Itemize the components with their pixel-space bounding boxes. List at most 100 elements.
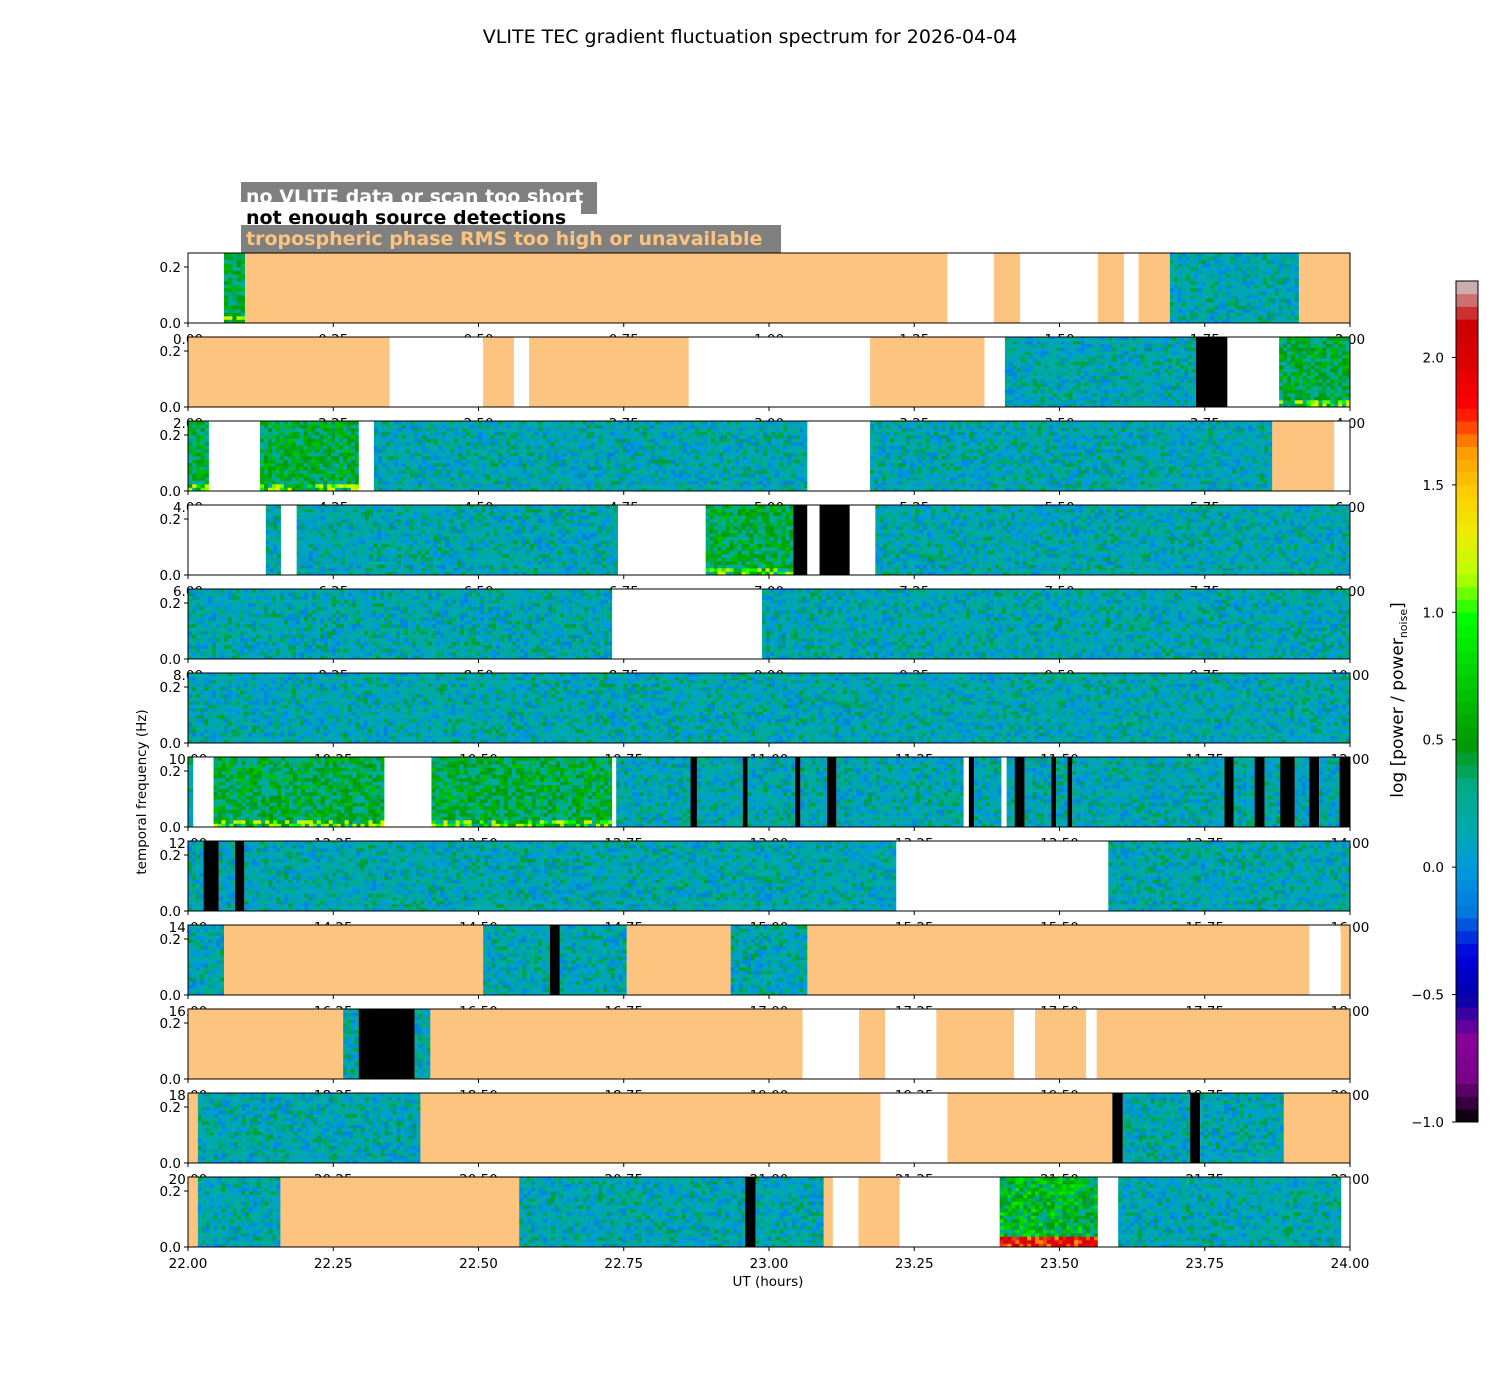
segment-black	[968, 757, 975, 827]
segment-black	[742, 757, 748, 827]
segment-black	[235, 841, 245, 911]
legend-box-tropo	[241, 225, 781, 253]
segment-nodata	[849, 505, 876, 575]
colorbar-band	[1456, 739, 1478, 753]
segment-tropo	[188, 1093, 198, 1163]
segment-spectrum	[1294, 757, 1310, 828]
segment-black	[358, 1009, 415, 1079]
segment-black	[1014, 757, 1025, 827]
panel-3: 0.00.24.004.254.504.755.005.255.505.756.…	[160, 420, 1365, 516]
segment-spectrum	[1108, 841, 1351, 912]
segment-spectrum	[188, 841, 204, 912]
panel-5: 0.00.28.008.258.508.759.009.259.509.7510…	[160, 588, 1369, 684]
colorbar-band	[1456, 676, 1478, 690]
segment-spectrum	[705, 505, 794, 576]
segment-tropo	[280, 1177, 520, 1247]
colorbar-band	[1456, 1096, 1478, 1110]
segment-nodata	[688, 337, 871, 407]
colorbar-tick-label: 1.5	[1423, 478, 1444, 494]
colorbar-band	[1456, 523, 1478, 537]
segment-spectrum	[616, 757, 691, 828]
segment-spectrum	[730, 925, 808, 996]
colorbar-tick-label: 2.0	[1423, 350, 1444, 366]
y-tick-label: 0.2	[160, 596, 181, 612]
segment-nodata	[208, 421, 261, 491]
segment-spectrum	[974, 757, 1002, 828]
segment-spectrum	[373, 421, 808, 492]
segment-tropo	[529, 337, 689, 407]
panel-4: 0.00.26.006.256.506.757.007.257.507.758.…	[160, 504, 1365, 600]
colorbar-band	[1456, 905, 1478, 919]
colorbar-band	[1456, 956, 1478, 970]
panel-1: 0.00.20.000.250.500.751.001.251.501.752.…	[160, 252, 1365, 348]
segment-spectrum	[1004, 337, 1197, 408]
segment-black	[793, 505, 808, 575]
colorbar-label: log [power / powernoise]	[1388, 602, 1410, 797]
segment-nodata	[1014, 1009, 1036, 1079]
segment-black	[795, 757, 801, 827]
colorbar-band	[1456, 981, 1478, 995]
colorbar-band	[1456, 930, 1478, 944]
segment-spectrum	[1024, 757, 1052, 828]
colorbar: 2.0 1.5 1.0 0.5 0.0 −0.5 −1.0	[1411, 280, 1479, 1131]
y-tick-label: 0.2	[160, 848, 181, 864]
segment-tropo	[188, 337, 390, 407]
colorbar-band	[1456, 408, 1478, 422]
segment-tropo	[1298, 253, 1350, 323]
segment-nodata	[612, 589, 763, 659]
segment-spectrum	[265, 505, 282, 576]
y-tick-label: 0.0	[160, 652, 181, 668]
colorbar-band	[1456, 1020, 1478, 1034]
segment-spectrum	[1122, 1093, 1191, 1164]
colorbar-band	[1456, 625, 1478, 639]
x-tick-label: 22.50	[459, 1256, 498, 1272]
segment-spectrum	[762, 589, 1351, 660]
segment-spectrum	[431, 757, 613, 828]
colorbar-tick-label: 0.5	[1423, 733, 1444, 749]
segment-black	[1067, 757, 1073, 827]
y-tick-label: 0.2	[160, 764, 181, 780]
segment-spectrum	[483, 925, 551, 996]
y-tick-label: 0.0	[160, 568, 181, 584]
colorbar-frame	[1455, 280, 1479, 1123]
segment-tropo	[1272, 421, 1335, 491]
segment-spectrum	[260, 421, 360, 492]
x-tick-label: 22.00	[169, 1256, 208, 1272]
segment-spectrum	[197, 1093, 421, 1164]
legend-label-detections: not enough source detections	[246, 207, 566, 229]
colorbar-band	[1456, 1045, 1478, 1059]
segment-spectrum	[244, 841, 897, 912]
y-tick-label: 0.2	[160, 1100, 181, 1116]
segment-nodata	[1019, 253, 1098, 323]
colorbar-band	[1456, 331, 1478, 346]
colorbar-band	[1456, 841, 1478, 855]
segment-black	[1339, 757, 1350, 827]
y-tick-label: 0.0	[160, 1240, 181, 1256]
segment-spectrum	[1169, 253, 1300, 324]
colorbar-band	[1456, 969, 1478, 983]
segment-tropo	[993, 253, 1020, 323]
segment-nodata	[984, 337, 1005, 407]
colorbar-band	[1456, 828, 1478, 843]
segment-nodata	[1097, 1177, 1119, 1247]
segment-nodata	[947, 253, 994, 323]
colorbar-band	[1456, 790, 1478, 804]
y-tick-label: 0.0	[160, 736, 181, 752]
colorbar-band	[1456, 854, 1478, 868]
panel-2: 0.00.22.002.252.502.753.003.253.503.754.…	[160, 336, 1365, 432]
panel-7: 0.00.212.0012.2512.5012.7513.0013.2513.5…	[160, 756, 1369, 852]
segment-nodata	[1334, 421, 1350, 491]
segment-black	[827, 757, 837, 827]
colorbar-band	[1456, 1071, 1478, 1085]
y-tick-label: 0.2	[160, 512, 181, 528]
colorbar-band	[1456, 319, 1478, 333]
segment-tropo	[1035, 1009, 1087, 1079]
segment-nodata	[1123, 253, 1139, 323]
segment-tropo	[1283, 1093, 1350, 1163]
segment-black	[1196, 337, 1228, 407]
segment-tropo	[823, 1177, 833, 1247]
segment-nodata	[1341, 1177, 1350, 1247]
y-axis-label: temporal frequency (Hz)	[134, 709, 150, 874]
y-tick-label: 0.0	[160, 484, 181, 500]
